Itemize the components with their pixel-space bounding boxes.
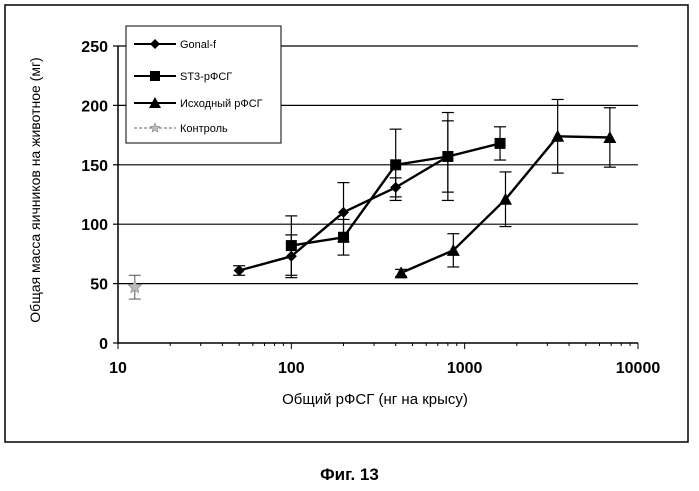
data-point-1-0	[286, 240, 297, 251]
x-tick-label-1000: 1000	[447, 360, 483, 377]
y-tick-label-100: 100	[81, 217, 108, 234]
legend-label-3: Контроль	[180, 123, 228, 135]
x-tick-label-100: 100	[278, 360, 305, 377]
x-tick-label-10000: 10000	[616, 360, 661, 377]
data-point-1-1	[338, 232, 349, 243]
y-tick-label-200: 200	[81, 98, 108, 115]
legend-label-2: Исходный рФСГ	[180, 98, 263, 110]
y-tick-label-0: 0	[99, 336, 108, 353]
data-point-1-4	[495, 138, 506, 149]
legend: Gonal-f ST3-рФСГ Исходный рФСГ Контроль	[126, 26, 281, 143]
legend-label-1: ST3-рФСГ	[180, 71, 232, 83]
y-axis-label: Общая масса яичников на животное (мг)	[27, 57, 43, 322]
x-axis-label: Общий рФСГ (нг на крысу)	[282, 391, 468, 408]
figure-caption: Фиг. 13	[0, 465, 699, 485]
chart: 0 50 100 150 200 250 10 100 1000 10000 Gonal-f ST…	[0, 0, 699, 491]
y-tick-label-250: 250	[81, 39, 108, 56]
x-tick-label-10: 10	[109, 360, 127, 377]
y-tick-label-150: 150	[81, 158, 108, 175]
data-point-1-3	[442, 151, 453, 162]
legend-marker-1	[150, 71, 160, 81]
data-point-1-2	[390, 159, 401, 170]
y-tick-label-50: 50	[90, 277, 108, 294]
legend-label-0: Gonal-f	[180, 39, 217, 51]
